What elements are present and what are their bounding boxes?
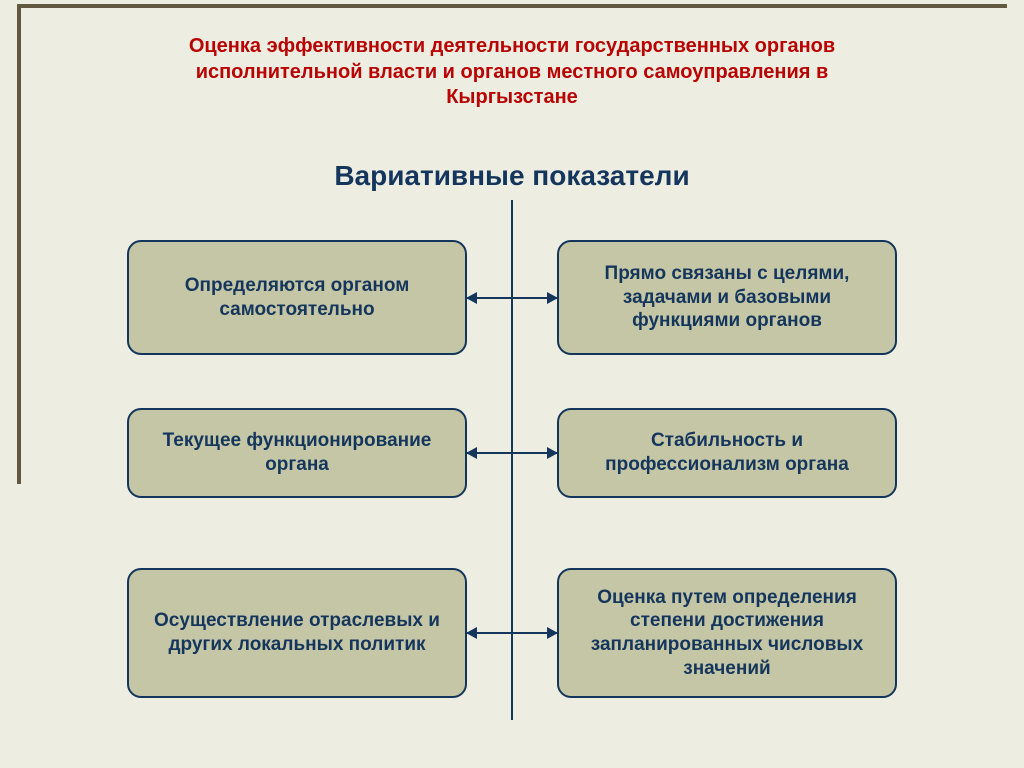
title-line-3: Кыргызстане bbox=[60, 85, 964, 111]
frame-top bbox=[17, 4, 1007, 8]
box-left-1: Текущее функционирование органа bbox=[127, 408, 467, 498]
box-left-2: Осуществление отраслевых и других локаль… bbox=[127, 568, 467, 698]
title-line-1: Оценка эффективности деятельности госуда… bbox=[60, 34, 964, 60]
arrow-connector bbox=[467, 632, 557, 634]
subtitle: Вариативные показатели bbox=[0, 160, 1024, 192]
title-line-2: исполнительной власти и органов местного… bbox=[60, 60, 964, 86]
box-right-1: Стабильность и профессионализм органа bbox=[557, 408, 897, 498]
diagram-row: Текущее функционирование органа Стабильн… bbox=[0, 408, 1024, 498]
arrow-connector bbox=[467, 297, 557, 299]
arrow-connector bbox=[467, 452, 557, 454]
box-right-0: Прямо связаны с целями, задачами и базов… bbox=[557, 240, 897, 355]
page-title: Оценка эффективности деятельности госуда… bbox=[60, 34, 964, 111]
box-right-2: Оценка путем определения степени достиже… bbox=[557, 568, 897, 698]
box-left-0: Определяются органом самостоятельно bbox=[127, 240, 467, 355]
diagram-row: Определяются органом самостоятельно Прям… bbox=[0, 240, 1024, 355]
diagram-row: Осуществление отраслевых и других локаль… bbox=[0, 568, 1024, 698]
